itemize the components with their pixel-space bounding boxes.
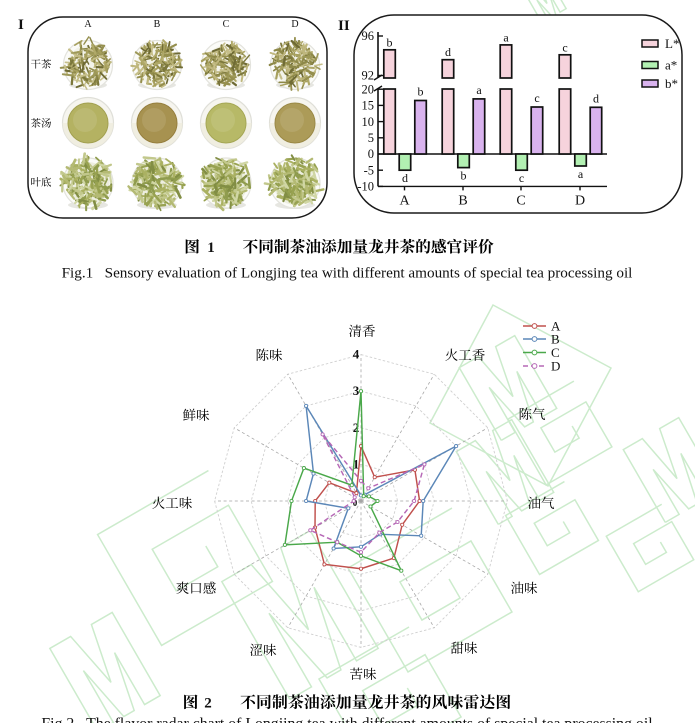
- svg-text:Fig.1 Sensory evaluation of: Fig.1 Sensory evaluation of Longjing tea…: [62, 265, 633, 282]
- svg-text:L*: L*: [665, 36, 679, 51]
- svg-text:C: C: [551, 345, 560, 360]
- svg-text:b: b: [418, 85, 424, 99]
- svg-text:2: 2: [204, 696, 212, 712]
- svg-text:5: 5: [368, 131, 374, 145]
- svg-text:1: 1: [353, 456, 360, 471]
- svg-text:C: C: [223, 19, 230, 30]
- svg-text:15: 15: [362, 99, 375, 113]
- svg-text:D: D: [551, 359, 560, 374]
- svg-text:C: C: [516, 193, 525, 208]
- svg-text:3: 3: [353, 383, 360, 398]
- svg-text:A: A: [551, 319, 561, 334]
- svg-text:96: 96: [362, 29, 375, 43]
- svg-text:0: 0: [368, 147, 374, 161]
- svg-text:A: A: [399, 193, 410, 208]
- svg-text:c: c: [534, 91, 539, 105]
- svg-text:c: c: [519, 171, 524, 185]
- svg-text:B: B: [551, 332, 560, 347]
- svg-text:c: c: [562, 40, 567, 54]
- svg-text:1: 1: [207, 240, 215, 256]
- svg-text:10: 10: [362, 115, 375, 129]
- svg-text:d: d: [593, 91, 599, 105]
- svg-text:92: 92: [362, 69, 375, 83]
- svg-text:a: a: [476, 83, 482, 97]
- svg-text:I: I: [18, 17, 24, 33]
- svg-text:d: d: [402, 171, 408, 185]
- svg-text:a: a: [578, 167, 584, 181]
- svg-text:20: 20: [362, 82, 375, 96]
- svg-text:4: 4: [353, 347, 360, 362]
- svg-text:b*: b*: [665, 76, 678, 91]
- svg-text:-10: -10: [357, 180, 374, 194]
- svg-text:Fig.2 The flavor radar chart: Fig.2 The flavor radar chart of Longjing…: [41, 716, 653, 723]
- svg-text:2: 2: [353, 420, 360, 435]
- svg-text:-5: -5: [364, 163, 374, 177]
- svg-text:A: A: [84, 19, 92, 30]
- svg-text:b: b: [461, 169, 467, 183]
- svg-text:B: B: [458, 193, 467, 208]
- svg-text:II: II: [338, 18, 350, 34]
- svg-text:a*: a*: [665, 58, 677, 73]
- svg-text:D: D: [575, 193, 585, 208]
- svg-text:B: B: [154, 19, 161, 30]
- svg-text:a: a: [503, 30, 509, 44]
- svg-text:D: D: [291, 19, 298, 30]
- svg-text:b: b: [387, 35, 393, 49]
- svg-text:0: 0: [353, 498, 358, 508]
- svg-text:d: d: [445, 45, 451, 59]
